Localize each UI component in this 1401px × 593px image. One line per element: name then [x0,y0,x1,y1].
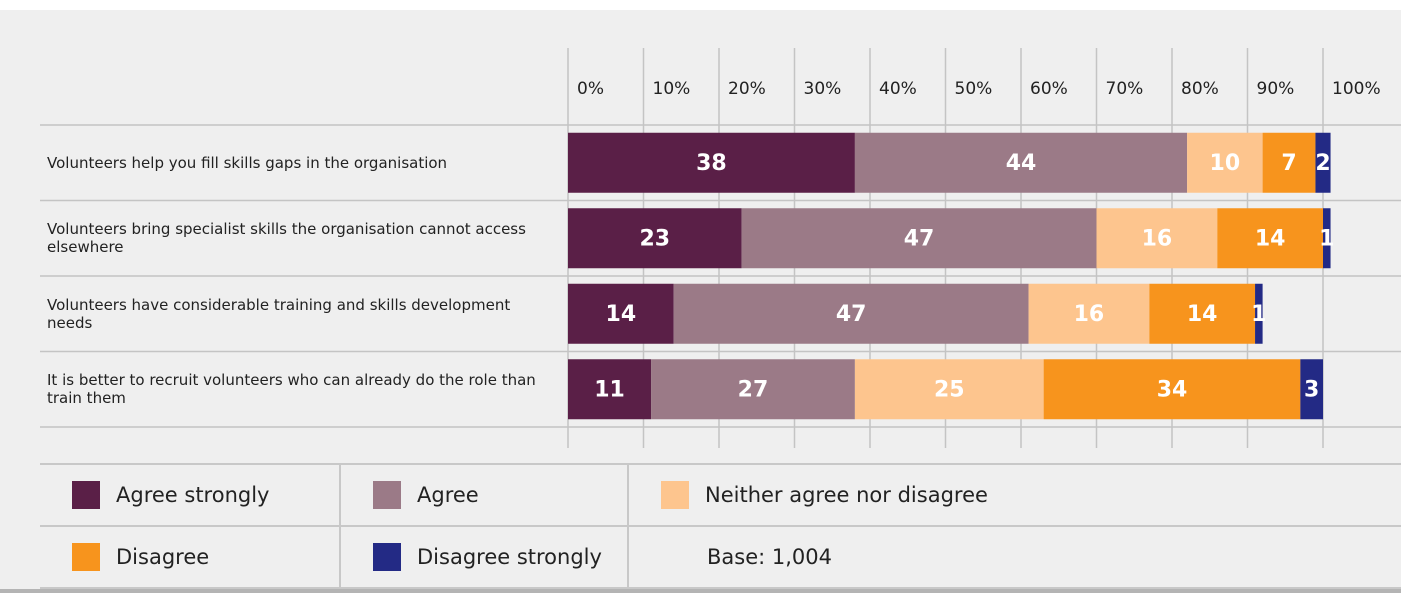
legend-swatch [661,481,689,509]
data-label: 16 [1142,226,1173,251]
bar-segment [741,208,1097,269]
x-tick-label: 70% [1106,79,1144,99]
legend-label: Disagree strongly [417,545,602,569]
data-label: 16 [1074,302,1105,327]
data-label: 3 [1304,377,1319,402]
bar-segment [854,132,1188,193]
x-tick-label: 30% [804,79,842,99]
data-label: 7 [1281,151,1296,176]
data-label: 25 [934,377,965,402]
bar-segment [1043,359,1301,420]
legend-swatch [72,481,100,509]
data-label: 1 [1319,226,1334,251]
note: Base: 1,004 [707,545,833,569]
data-label: 23 [640,226,671,251]
legend-swatch [72,543,100,571]
x-tick-label: 100% [1332,79,1381,99]
data-label: 14 [606,302,637,327]
data-label: 14 [1187,302,1218,327]
bar-segment [651,359,855,420]
bar-segment [568,208,742,269]
data-label: 44 [1006,151,1037,176]
x-tick-label: 60% [1030,79,1068,99]
legend-label: Agree strongly [116,483,270,507]
legend-item: Disagree [40,527,341,587]
bar-segment [1187,132,1263,193]
data-label: 38 [696,151,727,176]
bar-segment [1255,283,1263,344]
legend-row: Agree strongly Agree Neither agree nor dis… [40,465,1401,527]
x-tick-label: 50% [955,79,993,99]
bar-segment [568,132,855,193]
legend: Agree strongly Agree Neither agree nor dis… [40,463,1401,589]
legend-label: Disagree [116,545,210,569]
data-label: 10 [1210,151,1241,176]
bar-segment [568,283,674,344]
bar-segment [854,359,1044,420]
legend-label: Neither agree nor disagree [705,483,988,507]
chart: 0% 10% 20% 30% 40% 50% 60% 70% 80% 90% 100% 38 44 10 7… [40,48,1401,448]
legend-label: Agree [417,483,479,507]
x-tick-label: 40% [879,79,917,99]
legend-swatch [373,543,401,571]
legend-row: Disagree Disagree strongly Base: 1,004 [40,527,1401,589]
data-label: 34 [1157,377,1188,402]
data-label: 14 [1255,226,1286,251]
legend-swatch [373,481,401,509]
bar-segment [1300,359,1323,420]
data-label: 47 [904,226,935,251]
bar-segment [1149,283,1256,344]
data-label: 47 [836,302,867,327]
category-label: Volunteers have considerable training an… [47,295,511,332]
bar-segment [1028,283,1150,344]
legend-item: Disagree strongly [341,527,629,587]
x-tick-label: 0% [577,79,604,99]
x-tick-label: 90% [1257,79,1295,99]
category-label: Volunteers help you fill skills gaps in … [47,153,448,172]
data-label: 1 [1251,302,1266,327]
bar-segment [1217,208,1323,269]
bar-segment [673,283,1029,344]
bar-segment [1315,132,1331,193]
bar-segment [1323,208,1331,269]
x-tick-label: 20% [728,79,766,99]
bar-segment [1096,208,1218,269]
data-label: 2 [1315,151,1330,176]
legend-item: Agree strongly [40,465,341,525]
legend-item: Agree [341,465,629,525]
data-label: 11 [594,377,625,402]
x-tick-label: 10% [653,79,691,99]
bar-segment [1262,132,1316,193]
x-tick-label: 80% [1181,79,1219,99]
legend-item: Neither agree nor disagree [629,465,1401,525]
category-label: Volunteers bring specialist skills the o… [47,220,526,257]
bar-segment [568,359,652,420]
data-label: 27 [738,377,769,402]
category-label: It is better to recruit volunteers who c… [47,371,536,408]
legend-item: Base: 1,004 [629,527,1401,587]
